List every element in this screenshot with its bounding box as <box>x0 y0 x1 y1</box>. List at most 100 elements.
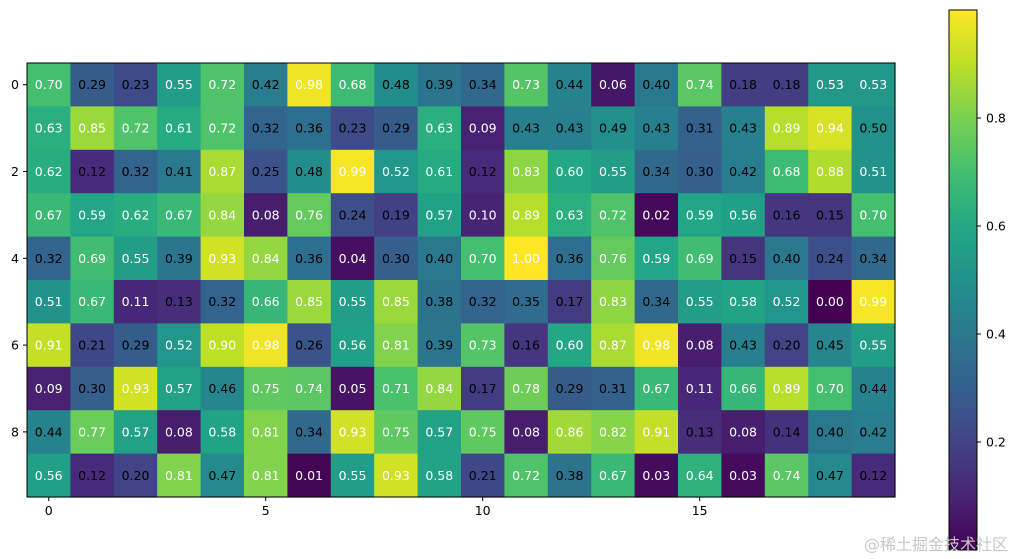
heatmap-cell <box>113 63 158 107</box>
heatmap-cell <box>200 366 245 411</box>
heatmap-cell <box>27 366 71 411</box>
cell-value-label: 0.60 <box>556 338 584 353</box>
heatmap-cell <box>851 193 896 238</box>
heatmap-cell <box>461 366 505 411</box>
heatmap-cell <box>70 236 115 281</box>
cell-value-label: 0.05 <box>339 381 367 396</box>
cell-value-label: 0.29 <box>122 338 150 353</box>
cell-value-label: 0.44 <box>556 77 584 92</box>
heatmap-cell <box>70 63 115 107</box>
heatmap-cell <box>244 63 288 107</box>
heatmap-cell <box>634 63 679 107</box>
heatmap-cell <box>678 323 722 368</box>
heatmap-cell <box>808 149 853 194</box>
heatmap-cell <box>461 410 505 455</box>
colorbar-tick-label: 0.8 <box>986 111 1006 126</box>
cell-value-label: 0.88 <box>816 164 844 179</box>
cell-value-label: 0.32 <box>469 294 497 309</box>
cell-value-label: 0.63 <box>35 121 63 136</box>
heatmap-cell <box>157 236 202 281</box>
heatmap-cell <box>764 410 809 455</box>
cell-value-label: 0.15 <box>816 207 844 222</box>
heatmap-cell <box>417 236 462 281</box>
cell-value-label: 0.34 <box>859 251 887 266</box>
heatmap-cell <box>70 149 115 194</box>
cell-value-label: 0.75 <box>252 381 280 396</box>
cell-value-label: 0.21 <box>469 468 497 483</box>
cell-value-label: 0.84 <box>208 207 236 222</box>
colorbar-tick-label: 0.4 <box>986 327 1006 342</box>
heatmap-cell <box>634 106 679 151</box>
cell-value-label: 0.62 <box>35 164 63 179</box>
cell-value-label: 0.84 <box>425 381 453 396</box>
heatmap-cell <box>721 193 766 238</box>
heatmap-cell <box>200 280 245 324</box>
cell-value-label: 0.30 <box>686 164 714 179</box>
cell-value-label: 0.08 <box>729 424 757 439</box>
cell-value-label: 0.19 <box>382 207 410 222</box>
cell-value-label: 0.29 <box>382 121 410 136</box>
heatmap-cell <box>591 236 636 281</box>
heatmap-cell <box>157 149 202 194</box>
cell-value-label: 0.16 <box>512 338 540 353</box>
heatmap-cell <box>417 323 462 368</box>
cell-value-label: 0.98 <box>295 77 323 92</box>
cell-value-label: 0.72 <box>208 77 236 92</box>
cell-value-label: 0.44 <box>859 381 887 396</box>
heatmap-cell <box>764 193 809 238</box>
heatmap-cell <box>157 323 202 368</box>
heatmap-cell <box>547 280 592 324</box>
cell-value-label: 0.12 <box>78 164 106 179</box>
heatmap-cell <box>591 366 636 411</box>
cell-value-label: 0.81 <box>165 468 193 483</box>
heatmap-cell <box>461 323 505 368</box>
cell-value-label: 0.93 <box>208 251 236 266</box>
heatmap-cell <box>244 193 288 238</box>
heatmap-cell <box>113 193 158 238</box>
cell-value-label: 0.31 <box>599 381 627 396</box>
heatmap-cell <box>851 453 896 498</box>
heatmap-cell <box>244 453 288 498</box>
cell-value-label: 0.08 <box>165 424 193 439</box>
heatmap-cell <box>721 106 766 151</box>
cell-value-label: 0.74 <box>686 77 714 92</box>
heatmap-cell <box>287 106 332 151</box>
heatmap-cell <box>113 366 158 411</box>
cell-value-label: 0.55 <box>165 77 193 92</box>
cell-value-label: 0.42 <box>252 77 280 92</box>
heatmap-cell <box>374 323 419 368</box>
heatmap-cell <box>157 63 202 107</box>
y-axis: 0 2 4 6 8 <box>11 77 27 439</box>
heatmap-cell <box>287 193 332 238</box>
cell-value-label: 0.55 <box>339 294 367 309</box>
heatmap-cell <box>244 366 288 411</box>
heatmap-cell <box>417 149 462 194</box>
cell-value-label: 0.48 <box>382 77 410 92</box>
cell-value-label: 0.20 <box>122 468 150 483</box>
heatmap-cell <box>330 453 375 498</box>
heatmap-cell <box>200 106 245 151</box>
heatmap-cell <box>504 236 549 281</box>
heatmap-cell <box>808 63 853 107</box>
heatmap-cell <box>27 63 71 107</box>
heatmap-cell <box>374 149 419 194</box>
cell-value-label: 0.55 <box>686 294 714 309</box>
cell-value-label: 0.72 <box>208 121 236 136</box>
cell-value-label: 0.02 <box>642 207 670 222</box>
cell-value-label: 0.24 <box>339 207 367 222</box>
cell-value-label: 0.17 <box>469 381 497 396</box>
cell-value-label: 0.09 <box>35 381 63 396</box>
cell-value-label: 0.14 <box>773 424 801 439</box>
cell-value-label: 0.12 <box>469 164 497 179</box>
cell-value-label: 0.63 <box>556 207 584 222</box>
cell-value-label: 0.69 <box>686 251 714 266</box>
cell-value-label: 0.43 <box>556 121 584 136</box>
cell-value-label: 0.38 <box>425 294 453 309</box>
cell-value-label: 0.85 <box>78 121 106 136</box>
heatmap-cell <box>547 236 592 281</box>
heatmap-cell <box>287 366 332 411</box>
cell-value-label: 0.91 <box>642 424 670 439</box>
cell-value-label: 0.51 <box>859 164 887 179</box>
cell-value-label: 0.78 <box>512 381 540 396</box>
